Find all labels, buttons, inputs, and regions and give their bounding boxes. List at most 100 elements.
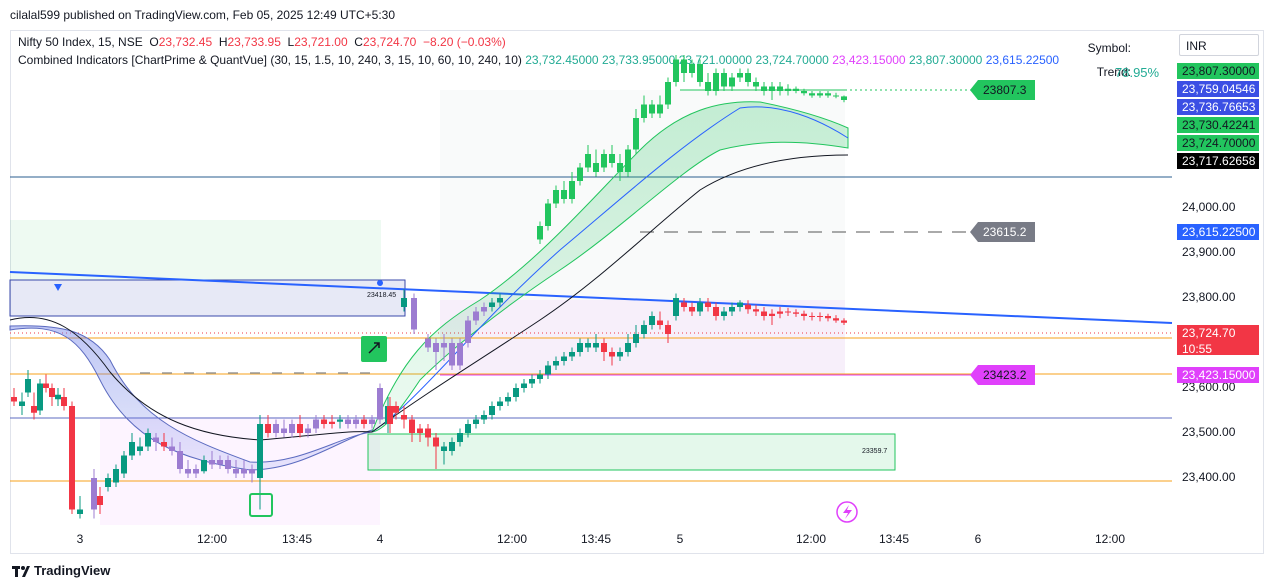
- candle-body: [473, 311, 479, 321]
- time-tick: 12:00: [795, 532, 827, 546]
- candle-body: [617, 163, 623, 172]
- candle-body: [345, 419, 351, 424]
- candle-body: [481, 415, 487, 420]
- candle-body: [185, 469, 191, 474]
- candle-body: [817, 316, 823, 317]
- candle-body: [593, 343, 599, 348]
- candle-body: [257, 424, 263, 478]
- candle-body: [465, 424, 471, 433]
- candle-body: [281, 428, 287, 433]
- close-value: 23,724.70: [362, 35, 417, 49]
- green-band-right: [371, 101, 849, 433]
- symbol-title[interactable]: Nifty 50 Index, 15, NSE: [18, 35, 143, 49]
- candle-body: [673, 59, 679, 82]
- candles: [11, 55, 847, 519]
- candle-body: [633, 334, 639, 343]
- time-tick: 13:45: [580, 532, 612, 546]
- candle-body: [737, 302, 743, 307]
- tradingview-logo-icon: [12, 565, 30, 577]
- candle-body: [689, 307, 695, 312]
- last-price-value: 23,724.70: [1182, 326, 1236, 340]
- footer-brand[interactable]: TradingView: [12, 563, 110, 578]
- down-arrow-marker: [54, 284, 62, 291]
- candle-body: [561, 356, 567, 361]
- candle-body: [585, 154, 591, 168]
- candle-body: [105, 478, 111, 487]
- price-tick: 23,400.00: [1182, 470, 1236, 484]
- indicator-value: 23,724.70000: [752, 53, 829, 67]
- candle-body: [505, 397, 511, 402]
- symbol-label: Symbol:: [1087, 41, 1131, 55]
- candle-body: [153, 437, 159, 442]
- time-tick: 6: [974, 532, 982, 546]
- candle-body: [657, 104, 663, 114]
- candle-body: [77, 509, 83, 514]
- candle-body: [705, 82, 711, 91]
- candle-body: [465, 320, 471, 343]
- footer-brand-text: TradingView: [34, 563, 111, 578]
- candle-body: [417, 428, 423, 433]
- candle-body: [697, 302, 703, 312]
- candle-body: [521, 383, 527, 388]
- green-zone-left: [10, 220, 381, 280]
- high-value: 23,733.95: [227, 35, 281, 49]
- candle-body: [513, 388, 519, 397]
- candle-body: [793, 88, 799, 91]
- candle-body: [353, 419, 359, 424]
- candle-body: [169, 446, 175, 451]
- indicator-value: 23,807.30000: [905, 53, 983, 67]
- candle-body: [753, 82, 759, 87]
- candle-body: [801, 313, 807, 316]
- candle-body: [841, 96, 847, 100]
- candle-body: [145, 433, 151, 447]
- candle-body: [673, 298, 679, 316]
- candle-body: [43, 383, 49, 388]
- buy-arrow-icon: [368, 342, 380, 354]
- candle-body: [273, 424, 279, 433]
- indicator-value: 23,721.00000: [675, 53, 753, 67]
- candle-body: [329, 421, 335, 424]
- candle-body: [601, 343, 607, 352]
- candle-body: [241, 469, 247, 474]
- candle-body: [641, 104, 647, 118]
- time-tick: 12:00: [496, 532, 528, 546]
- candle-body: [585, 343, 591, 348]
- candle-body: [705, 302, 711, 307]
- indicator-value: 23,423.15000: [828, 53, 906, 67]
- currency-selector[interactable]: INR: [1179, 34, 1259, 56]
- candle-body: [697, 64, 703, 82]
- candle-body: [785, 311, 791, 313]
- candle-body: [25, 379, 31, 393]
- candle-body: [609, 352, 615, 357]
- candle-body: [713, 73, 719, 91]
- candle-body: [37, 383, 43, 411]
- indicator-name[interactable]: Combined Indicators [ChartPrime & QuantV…: [18, 53, 522, 67]
- candle-body: [729, 307, 735, 312]
- indicator-values: 23,732.45000 23,733.95000 23,721.00000 2…: [525, 53, 1059, 67]
- candle-body: [411, 298, 417, 330]
- low-label: L: [287, 35, 295, 49]
- candle-body: [809, 316, 815, 317]
- candle-body: [225, 460, 231, 469]
- lightning-icon[interactable]: [836, 501, 858, 523]
- publisher-line: cilalal599 published on TradingView.com,…: [10, 8, 396, 22]
- candle-body: [137, 446, 143, 451]
- candle-body: [433, 437, 439, 447]
- time-tick: 12:00: [196, 532, 228, 546]
- mid-label: 23615.2: [983, 225, 1027, 239]
- candle-body: [593, 163, 599, 172]
- candle-body: [489, 406, 495, 415]
- candle-body: [721, 73, 727, 87]
- open-value: 23,732.45: [158, 35, 213, 49]
- candle-body: [529, 379, 535, 384]
- candle-body: [393, 406, 399, 413]
- candle-body: [473, 419, 479, 424]
- candle-body: [481, 307, 487, 312]
- candle-body: [305, 428, 311, 433]
- low-value: 23,721.00: [294, 35, 348, 49]
- candle-body: [377, 388, 383, 420]
- close-label: C: [354, 35, 363, 49]
- candle-body: [833, 95, 839, 97]
- candle-body: [361, 419, 367, 424]
